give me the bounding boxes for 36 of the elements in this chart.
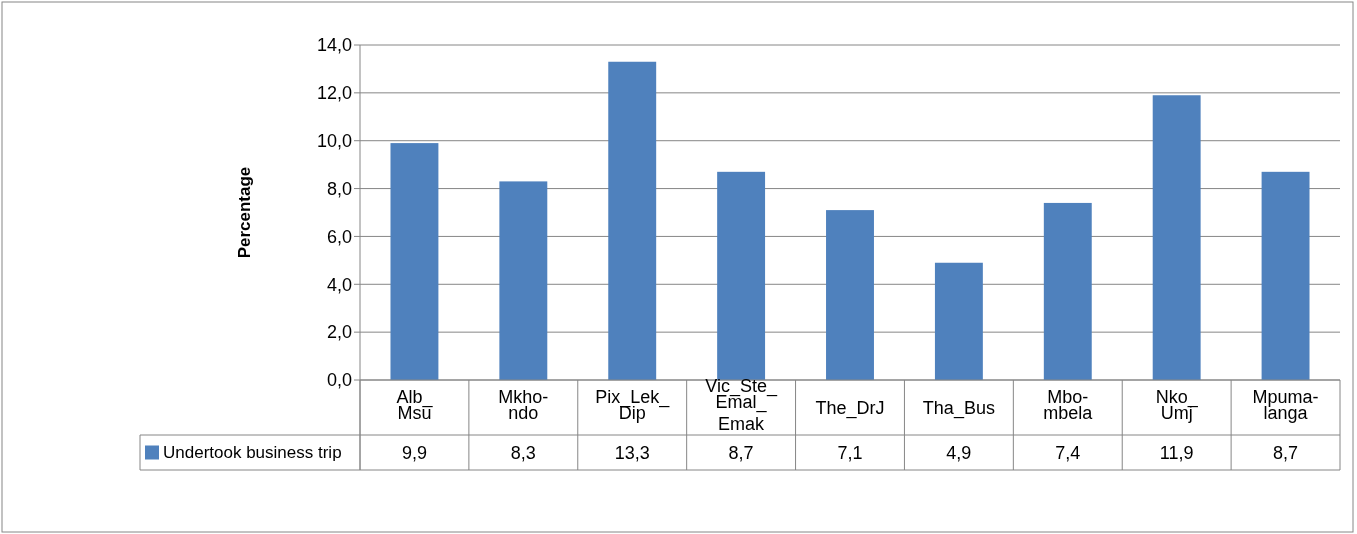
data-label: 13,3 (614, 442, 650, 463)
y-axis-title: Percentage (235, 166, 254, 259)
data-label: 11,9 (1159, 442, 1194, 463)
x-tick-label: Nko_ Umj (1155, 386, 1199, 423)
x-tick-label: Tha_Bus (922, 397, 995, 419)
x-tick-label: Mbo- mbela (1043, 386, 1094, 423)
x-tick-label: Vic_Ste_ Emal_ Emak (705, 375, 778, 434)
bar (1261, 171, 1310, 380)
y-tick-label: 6,0 (326, 226, 352, 247)
y-tick-label: 0,0 (326, 370, 352, 391)
x-tick-label: The_DrJ (815, 397, 885, 419)
data-label: 7,4 (1055, 442, 1081, 463)
bar (499, 181, 548, 380)
data-label: 9,9 (401, 442, 427, 463)
bar (717, 171, 766, 380)
y-tick-label: 12,0 (316, 83, 352, 104)
y-tick-label: 2,0 (326, 322, 352, 343)
x-tick-label: Mpuma- langa (1252, 386, 1319, 423)
data-label: 8,7 (728, 442, 754, 463)
data-label: 7,1 (837, 442, 863, 463)
x-tick-label: Alb_ Msu (396, 386, 434, 423)
bar (1043, 202, 1092, 380)
x-tick-label: Mkho- ndo (498, 386, 549, 423)
bar (826, 210, 874, 380)
y-tick-label: 10,0 (316, 131, 352, 152)
data-label: 8,7 (1273, 442, 1299, 463)
bar (1152, 95, 1201, 380)
y-tick-label: 4,0 (326, 274, 352, 295)
bar (934, 262, 983, 380)
bar (390, 143, 439, 380)
legend-label: Undertook business trip (163, 443, 342, 463)
y-tick-label: 8,0 (326, 178, 352, 199)
data-label: 8,3 (510, 442, 536, 463)
y-tick-label: 14,0 (316, 35, 352, 56)
data-label: 4,9 (946, 442, 972, 463)
bar (608, 61, 657, 380)
